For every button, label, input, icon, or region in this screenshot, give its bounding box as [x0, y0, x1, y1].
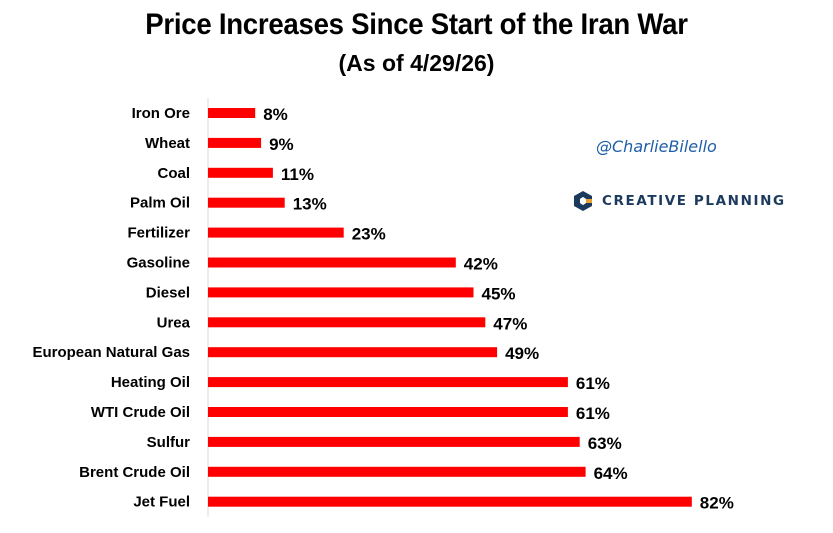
category-labels: Iron Ore Wheat Coal Palm Oil Fertilizer Gasol…: [32, 105, 190, 511]
data-label: 61%: [576, 404, 610, 423]
bars: [208, 108, 692, 507]
bar: [208, 436, 580, 447]
category-label: Gasoline: [127, 255, 190, 272]
category-label: Coal: [157, 165, 190, 182]
bar: [208, 257, 456, 268]
bar: [208, 317, 486, 328]
category-label: Urea: [157, 314, 191, 331]
data-label: 61%: [576, 374, 610, 393]
data-label: 23%: [352, 225, 386, 244]
bar: [208, 287, 474, 298]
bar: [208, 108, 256, 118]
data-label: 9%: [269, 135, 294, 154]
data-label: 82%: [700, 494, 734, 513]
category-label: Diesel: [146, 284, 190, 301]
data-label: 45%: [482, 284, 516, 303]
category-label: Fertilizer: [127, 225, 190, 242]
bar: [208, 197, 285, 208]
data-label: 63%: [588, 434, 622, 453]
bar: [208, 377, 568, 388]
creative-planning-logo-icon: [574, 191, 592, 211]
bar: [208, 496, 692, 507]
data-label: 42%: [464, 255, 498, 274]
data-labels: 8% 9% 11% 13% 23% 42% 45% 47% 49% 61% 61% 63% 64% 82%: [263, 105, 734, 513]
chart-subtitle: (As of 4/29/26): [338, 50, 495, 76]
category-label: Wheat: [145, 135, 190, 152]
category-label: European Natural Gas: [32, 344, 190, 361]
data-label: 8%: [263, 105, 288, 124]
data-label: 64%: [594, 464, 628, 483]
category-label: Iron Ore: [132, 105, 190, 122]
category-label: Brent Crude Oil: [79, 464, 190, 481]
bar: [208, 227, 344, 238]
category-label: WTI Crude Oil: [91, 404, 190, 421]
bar: [208, 347, 498, 358]
data-label: 47%: [493, 314, 527, 333]
bar: [208, 167, 273, 178]
brand-watermark: CREATIVE PLANNING: [572, 190, 786, 212]
category-label: Sulfur: [147, 434, 190, 451]
category-label: Palm Oil: [130, 195, 190, 212]
data-label: 13%: [293, 195, 327, 214]
bar: [208, 407, 568, 417]
category-label: Heating Oil: [111, 374, 190, 391]
data-label: 49%: [505, 344, 539, 363]
brand-name: CREATIVE PLANNING: [602, 193, 786, 209]
category-label: Jet Fuel: [133, 494, 190, 511]
data-label: 11%: [281, 165, 314, 184]
bar: [208, 466, 586, 477]
bar: [208, 137, 262, 148]
chart-title: Price Increases Since Start of the Iran …: [145, 8, 688, 41]
author-handle: @CharlieBilello: [596, 137, 717, 156]
